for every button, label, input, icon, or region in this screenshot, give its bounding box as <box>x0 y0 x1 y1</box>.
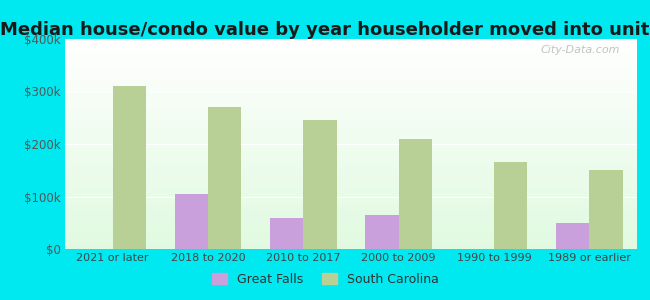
Bar <box>398 139 432 249</box>
Legend: Great Falls, South Carolina: Great Falls, South Carolina <box>207 268 443 291</box>
Bar <box>590 170 623 249</box>
Bar <box>112 86 146 249</box>
Bar <box>208 107 241 249</box>
Bar <box>270 218 304 249</box>
Bar <box>175 194 208 249</box>
Text: City-Data.com: City-Data.com <box>540 45 620 55</box>
Bar <box>304 120 337 249</box>
Bar <box>365 215 398 249</box>
Text: Median house/condo value by year householder moved into unit: Median house/condo value by year househo… <box>0 21 650 39</box>
Bar <box>494 162 527 249</box>
Bar <box>556 223 590 249</box>
